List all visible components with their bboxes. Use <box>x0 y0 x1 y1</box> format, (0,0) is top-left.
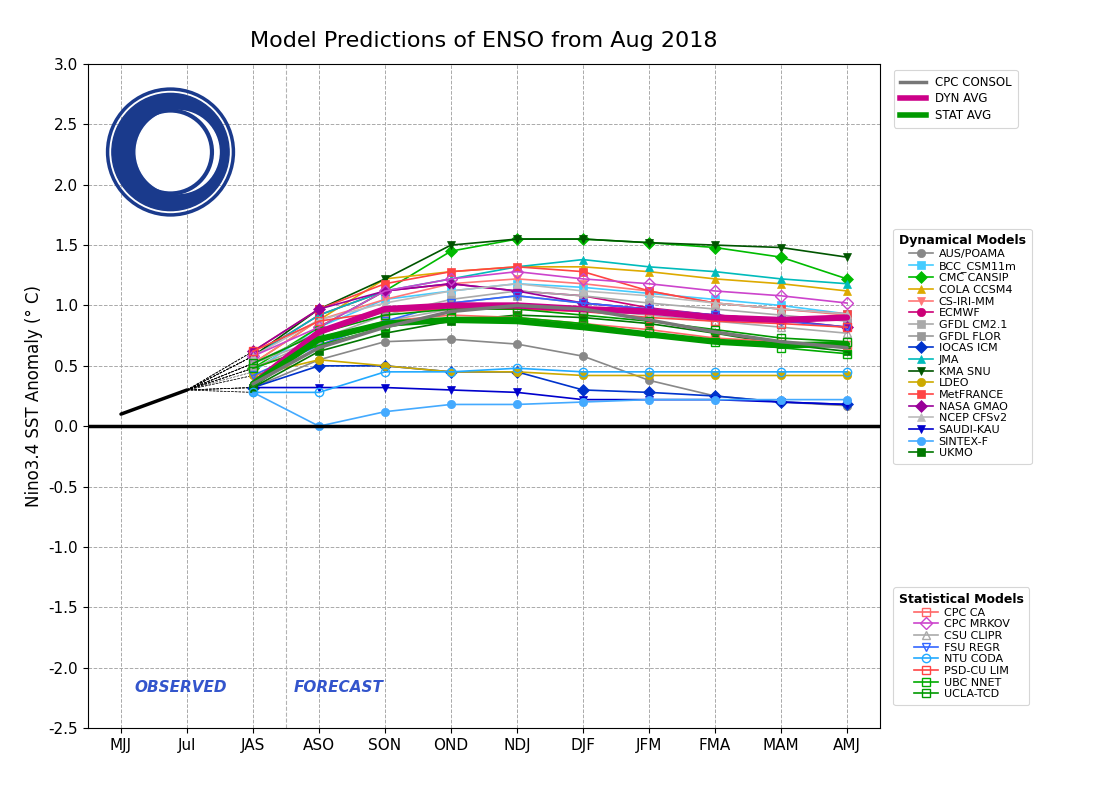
Circle shape <box>112 94 229 210</box>
Title: Model Predictions of ENSO from Aug 2018: Model Predictions of ENSO from Aug 2018 <box>250 31 717 51</box>
Text: OBSERVED: OBSERVED <box>134 680 227 694</box>
Legend: CPC CA, CPC MRKOV, CSU CLIPR, FSU REGR, NTU CODA, PSD-CU LIM, UBC NNET, UCLA-TCD: CPC CA, CPC MRKOV, CSU CLIPR, FSU REGR, … <box>893 587 1030 705</box>
Circle shape <box>136 110 219 194</box>
Text: FORECAST: FORECAST <box>294 680 384 694</box>
Y-axis label: Nino3.4 SST Anomaly (° C): Nino3.4 SST Anomaly (° C) <box>25 285 43 507</box>
Text: IRI: IRI <box>150 138 191 166</box>
